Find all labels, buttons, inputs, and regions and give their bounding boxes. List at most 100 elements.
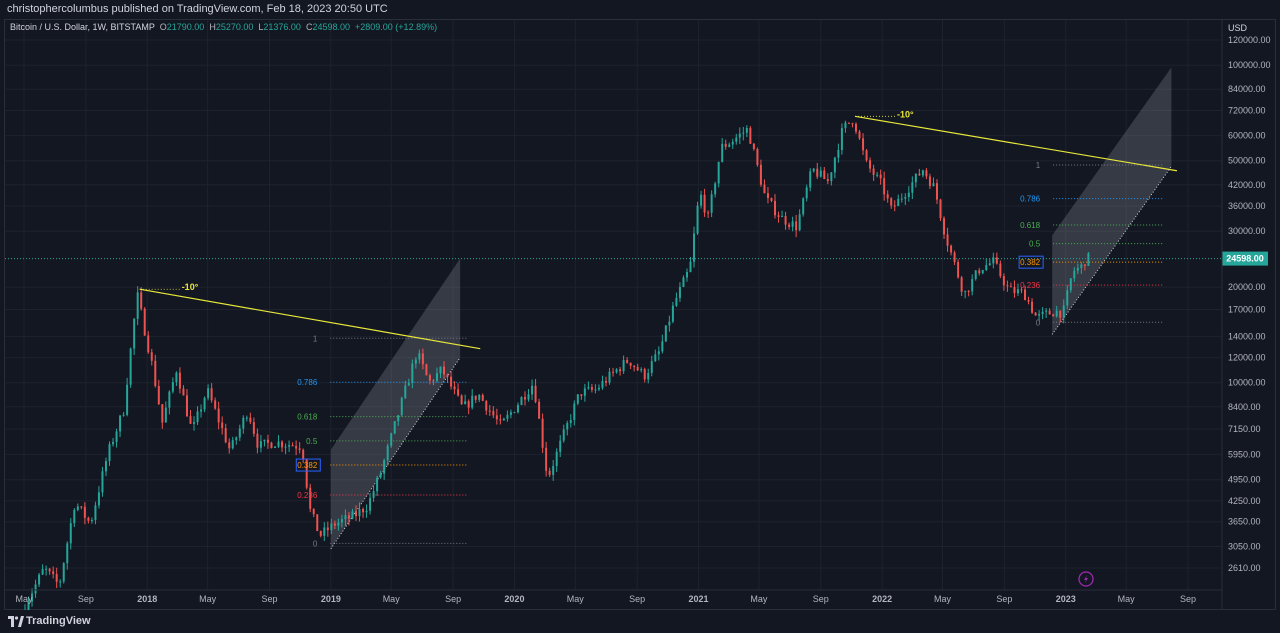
candle-body	[657, 351, 660, 355]
candle-body	[590, 387, 593, 390]
candle-body	[196, 411, 199, 423]
open-value: 21790.00	[166, 22, 205, 32]
time-tick-label: Sep	[261, 594, 277, 604]
candle-body	[960, 277, 963, 292]
candle-body	[995, 257, 998, 264]
candle-body	[157, 385, 160, 405]
candle-body	[897, 198, 900, 207]
candle-body	[629, 362, 632, 366]
candle-body	[295, 446, 298, 449]
candle-body	[823, 170, 826, 180]
candle-body	[777, 215, 780, 217]
price-tick-label: 12000.00	[1228, 353, 1266, 363]
candle-body	[671, 305, 674, 322]
candle-body	[974, 270, 977, 280]
candle-body	[802, 198, 805, 215]
candle-body	[597, 387, 600, 390]
candle-body	[362, 509, 365, 513]
candle-body	[650, 361, 653, 373]
candle-body	[784, 216, 787, 225]
candle-body	[136, 292, 139, 319]
candle-body	[693, 233, 696, 262]
candle-body	[263, 439, 266, 442]
fib-level-highlight	[295, 458, 321, 472]
open-label: O	[159, 22, 167, 32]
publisher-line: christophercolumbus published on Trading…	[7, 3, 388, 15]
time-tick-label: May	[199, 594, 217, 604]
fib-level-label: 0.5	[306, 437, 318, 446]
candle-body	[703, 194, 706, 213]
candle-body	[319, 531, 322, 536]
candle-body	[738, 133, 741, 138]
candle-body	[221, 422, 224, 429]
fib-level-label: 0.618	[1020, 221, 1041, 230]
time-axis: May Sep 2018 May Sep 2019 May Sep 2020 May Sep 2021…	[15, 594, 1196, 604]
candle-body	[717, 161, 720, 184]
time-tick-label: May	[383, 594, 401, 604]
candle-body	[886, 194, 889, 199]
footer-bar: TradingView	[0, 610, 1280, 633]
candle-body	[580, 394, 583, 396]
fib-level-highlight	[1018, 255, 1044, 269]
candle-body	[675, 297, 678, 306]
candle-body	[439, 366, 442, 374]
candle-body	[1041, 311, 1044, 314]
candle-body	[376, 477, 379, 492]
candle-body	[668, 321, 671, 326]
candle-body	[1059, 310, 1062, 318]
candle-body	[664, 325, 667, 342]
trend-line	[139, 288, 481, 350]
candle-body	[833, 157, 836, 173]
candle-body	[619, 369, 622, 372]
candle-body	[766, 193, 769, 199]
candle-body	[516, 404, 519, 413]
trend-angle-label: -10°	[897, 109, 914, 119]
candle-body	[774, 200, 777, 216]
candle-body	[48, 568, 51, 572]
price-tick-label: 42000.00	[1228, 180, 1266, 190]
fib-level-label: 0.382	[297, 461, 318, 470]
candle-body	[622, 359, 625, 372]
candle-body	[851, 123, 854, 125]
candle-body	[256, 433, 259, 448]
candlesticks	[24, 120, 1090, 615]
channel-lower-edge	[330, 357, 461, 550]
candle-body	[714, 183, 717, 195]
channel-band	[330, 258, 461, 549]
candle-body	[534, 385, 537, 402]
candle-body	[594, 389, 597, 391]
candle-body	[900, 198, 903, 200]
candle-body	[971, 279, 974, 292]
candle-body	[1024, 289, 1027, 301]
candle-body	[1002, 276, 1005, 286]
time-tick-label: May	[750, 594, 768, 604]
candle-body	[235, 437, 238, 441]
fib-level-label: 0.786	[1020, 195, 1041, 204]
candle-body	[83, 506, 86, 518]
candle-body	[171, 382, 174, 392]
candle-body	[978, 270, 981, 274]
candle-body	[69, 523, 72, 544]
candle-body	[73, 509, 76, 524]
candle-body	[288, 445, 291, 447]
candle-body	[115, 431, 118, 443]
candle-body	[509, 412, 512, 415]
candle-body	[728, 144, 731, 147]
candle-body	[756, 149, 759, 165]
time-tick-label: 2018	[137, 594, 157, 604]
candle-body	[587, 387, 590, 389]
candle-body	[745, 127, 748, 133]
candle-body	[274, 446, 277, 448]
candle-body	[506, 414, 509, 419]
candle-body	[414, 359, 417, 364]
price-tick-label: 3050.00	[1228, 542, 1261, 552]
candle-body	[678, 286, 681, 298]
lightning-icon[interactable]	[1078, 571, 1094, 587]
price-tick-label: 14000.00	[1228, 331, 1266, 341]
low-value: 21376.00	[263, 22, 301, 32]
price-tick-label: 5950.00	[1228, 449, 1261, 459]
candle-body	[474, 395, 477, 400]
candle-body	[305, 458, 308, 488]
candle-body	[1062, 305, 1065, 318]
